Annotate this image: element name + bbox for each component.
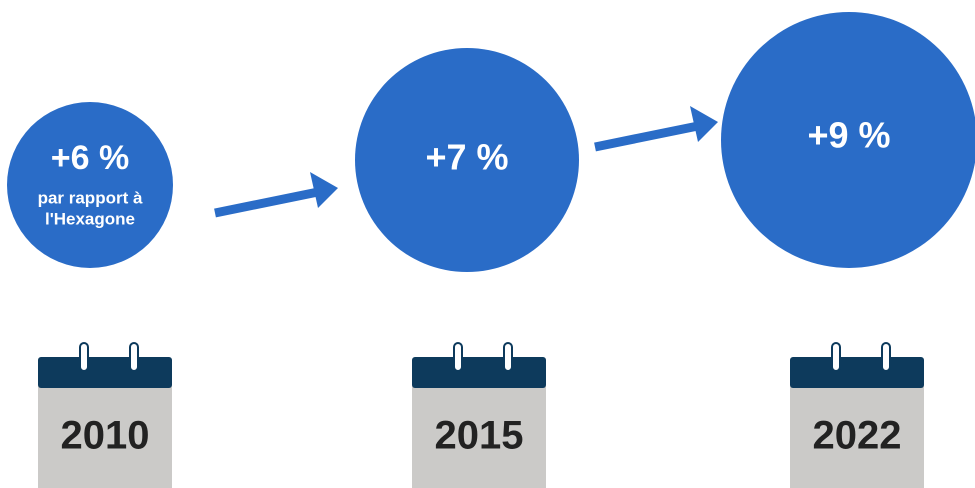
calendar-ring <box>881 342 891 372</box>
bubble <box>7 102 173 268</box>
arrows <box>214 106 718 218</box>
calendar-ring <box>503 342 513 372</box>
calendar-header <box>38 357 172 388</box>
calendar-ring <box>831 342 841 372</box>
bubble-note: l'Hexagone <box>45 209 135 228</box>
arrow-head <box>310 172 338 208</box>
arrow-head <box>690 106 718 142</box>
calendar-year: 2015 <box>435 414 524 458</box>
calendar-ring <box>129 342 139 372</box>
calendar-year: 2022 <box>813 414 902 458</box>
bubble-value: +9 % <box>807 115 890 156</box>
calendar-body <box>790 386 924 488</box>
bubble <box>355 48 579 272</box>
bubble-note: par rapport à <box>38 188 143 207</box>
calendar-body <box>38 386 172 488</box>
bubble-value: +7 % <box>425 137 508 178</box>
bubble <box>721 12 975 268</box>
calendar-header <box>790 357 924 388</box>
calendar-header <box>412 357 546 388</box>
calendar-ring <box>453 342 463 372</box>
bubble-value: +6 % <box>51 139 129 177</box>
calendar-body <box>412 386 546 488</box>
arrow <box>214 187 319 218</box>
calendar-year: 2010 <box>61 414 150 458</box>
arrow <box>594 121 699 152</box>
calendar-ring <box>79 342 89 372</box>
